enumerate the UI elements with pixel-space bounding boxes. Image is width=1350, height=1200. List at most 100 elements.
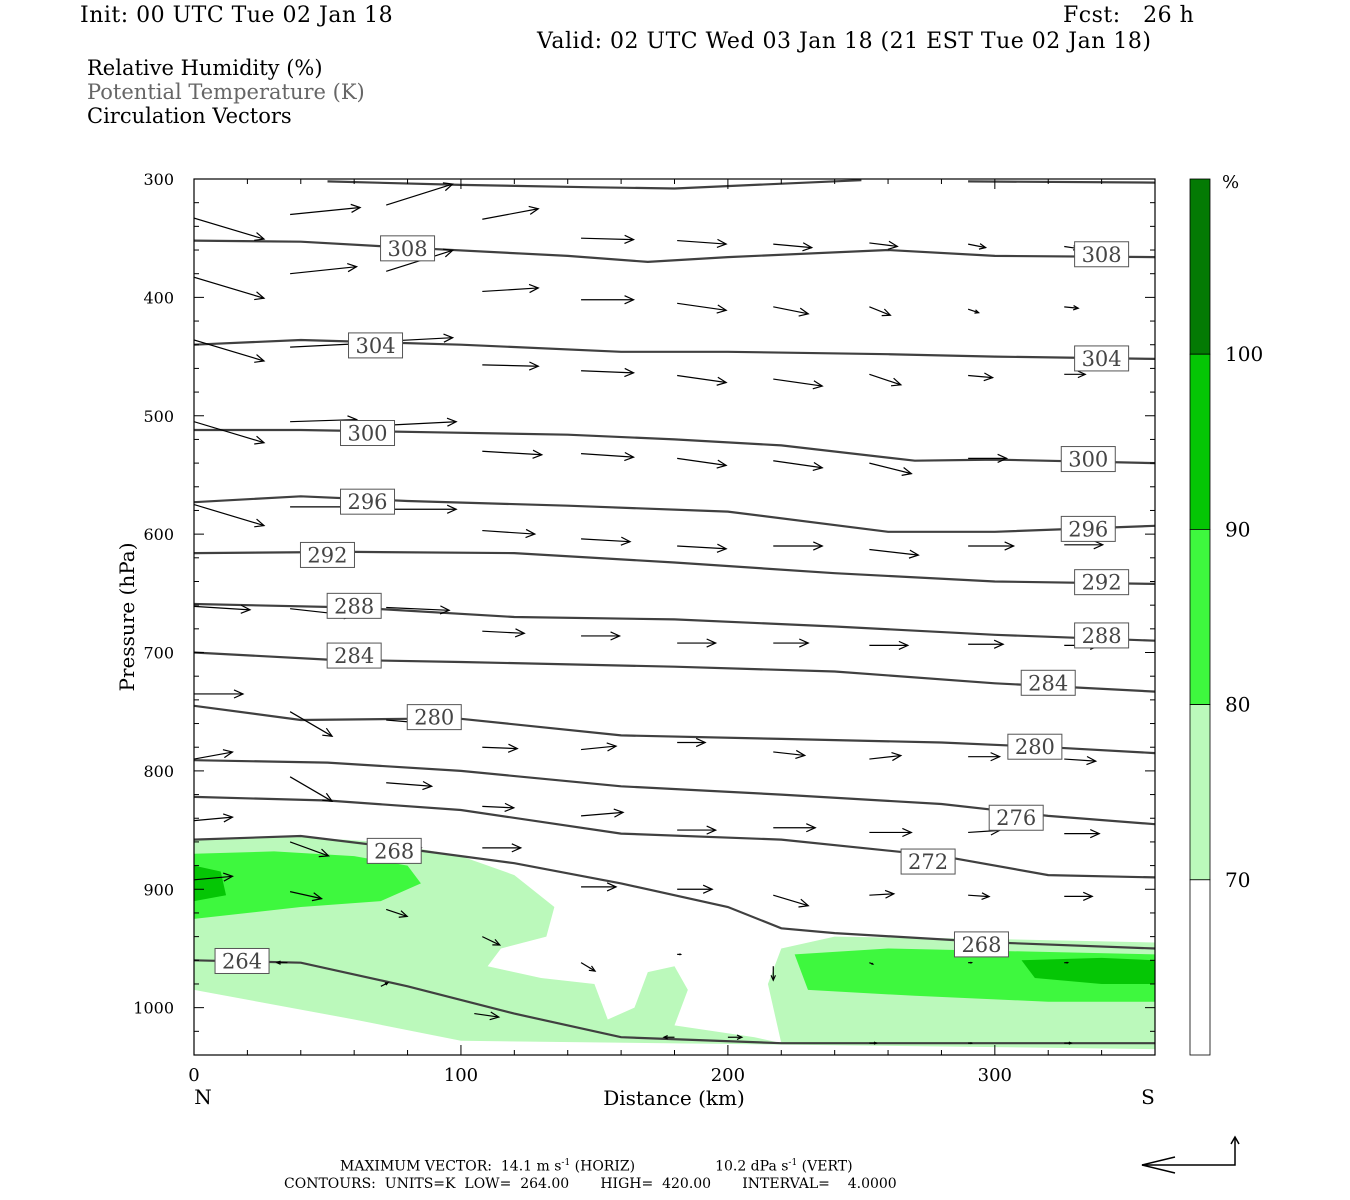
theta-contour-312: [968, 180, 1155, 184]
circulation-vector: [968, 453, 1009, 463]
y-tick-label: 1000: [133, 999, 174, 1018]
circulation-vector: [869, 548, 920, 559]
circulation-vector: [677, 457, 728, 469]
max-vector-vert: 10.2 dPa s: [715, 1158, 789, 1175]
svg-text:296: 296: [1068, 517, 1108, 541]
circulation-vector: [581, 631, 622, 641]
svg-text:288: 288: [1082, 624, 1122, 648]
circulation-vector: [482, 283, 540, 294]
svg-text:300: 300: [1068, 448, 1108, 472]
circulation-vector: [677, 737, 707, 748]
x-tick-label: 0: [188, 1065, 199, 1086]
theta-contour-304: [194, 338, 1155, 360]
circulation-vector: [1064, 891, 1094, 901]
contour-label: 292: [299, 541, 355, 568]
y-tick-label: 800: [143, 762, 174, 781]
circulation-vector: [773, 242, 814, 252]
footer-max-vector: MAXIMUM VECTOR: 14.1 m s-1 (HORIZ) 10.2 d…: [340, 1158, 853, 1175]
circulation-vector: [773, 306, 810, 317]
circulation-vector: [968, 372, 995, 382]
theta-contour-312: [327, 179, 862, 190]
contour-label: 308: [1074, 241, 1130, 268]
circulation-vector: [727, 1034, 744, 1040]
circulation-vector: [773, 823, 817, 833]
circulation-vector: [677, 374, 728, 386]
y-tick-label: 300: [143, 170, 174, 189]
circulation-vector: [677, 825, 718, 835]
circulation-vector: [482, 205, 540, 220]
circulation-vector: [482, 449, 544, 459]
circulation-vector: [677, 238, 728, 249]
circulation-vector: [581, 808, 625, 818]
circulation-vector: [386, 504, 458, 514]
circulation-vector: [1064, 829, 1101, 839]
humidity-region-90: [194, 865, 227, 902]
svg-text:300: 300: [347, 422, 387, 446]
contour-label: 280: [1007, 733, 1063, 760]
contour-label: 280: [406, 704, 462, 731]
circulation-vector: [773, 894, 810, 908]
circulation-vector: [194, 872, 234, 882]
south-label: S: [1141, 1085, 1155, 1109]
contour-label: 284: [326, 642, 382, 669]
circulation-vector: [773, 460, 824, 472]
contour-label: 276: [988, 804, 1044, 831]
circulation-vector: [482, 936, 502, 946]
circulation-vector: [1064, 755, 1098, 766]
circulation-vector: [290, 203, 362, 216]
circulation-vector: [474, 1011, 501, 1021]
circulation-vector: [580, 962, 597, 972]
colorbar-swatch: [1189, 879, 1211, 1056]
svg-text:268: 268: [961, 933, 1001, 957]
circulation-vector: [581, 536, 632, 546]
max-vector-vert-label: (VERT): [797, 1158, 853, 1175]
svg-text:292: 292: [1082, 571, 1122, 595]
svg-text:276: 276: [996, 806, 1036, 830]
theta-contour-268: [194, 834, 1155, 950]
circulation-vector: [482, 802, 516, 813]
colorbar-label: 80: [1225, 693, 1250, 717]
forecast-hour: Fcst: 26 h: [1063, 3, 1195, 28]
contour-label: 296: [340, 488, 396, 515]
svg-text:264: 264: [222, 949, 262, 973]
circulation-vector: [968, 639, 1005, 649]
circulation-vector: [869, 1041, 878, 1045]
circulation-vector: [869, 373, 903, 387]
circulation-vector: [967, 308, 981, 314]
circulation-vector: [380, 982, 390, 987]
circulation-vector: [289, 891, 324, 902]
circulation-vector: [968, 1042, 974, 1045]
colorbar-swatch: [1189, 529, 1211, 706]
max-vector-horiz: MAXIMUM VECTOR: 14.1 m s: [340, 1158, 562, 1175]
circulation-vector: [677, 543, 728, 553]
svg-text:268: 268: [374, 839, 414, 863]
circulation-vector: [869, 827, 913, 838]
circulation-vector: [482, 628, 526, 638]
circulation-vector: [677, 953, 683, 956]
svg-text:304: 304: [355, 334, 395, 358]
x-tick-label: 100: [444, 1065, 478, 1086]
circulation-vector: [386, 780, 434, 791]
x-tick-label: 200: [711, 1065, 745, 1086]
circulation-vector: [1064, 305, 1080, 311]
circulation-vector: [770, 966, 777, 982]
circulation-vector: [869, 640, 910, 651]
legend-circulation-vectors: Circulation Vectors: [87, 104, 292, 128]
circulation-vector: [386, 605, 451, 615]
circulation-vector: [194, 421, 266, 445]
circulation-vector: [482, 843, 523, 853]
circulation-vector: [869, 962, 875, 965]
circulation-vector: [677, 638, 718, 648]
circulation-vector: [1064, 540, 1105, 550]
y-tick-label: 600: [143, 525, 174, 544]
circulation-vector: [677, 302, 728, 314]
svg-text:296: 296: [347, 490, 387, 514]
circulation-vector: [869, 889, 896, 899]
circulation-vector: [662, 1035, 675, 1040]
circulation-vector: [968, 892, 991, 900]
contour-label: 272: [900, 848, 956, 875]
contour-label: 268: [366, 837, 422, 864]
svg-text:304: 304: [1082, 347, 1122, 371]
theta-contour-296: [194, 495, 1155, 533]
legend-potential-temperature: Potential Temperature (K): [87, 80, 365, 104]
